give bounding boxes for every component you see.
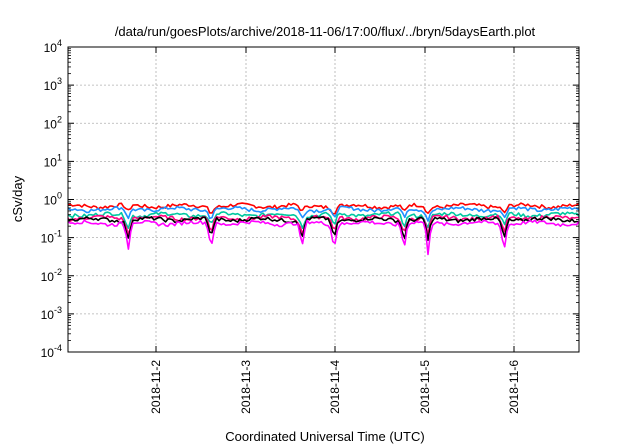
x-tick-label: 2018-11-4 (328, 360, 342, 414)
y-tick-label: 102 (44, 114, 62, 131)
series-group (67, 202, 580, 256)
series-line (67, 219, 580, 256)
grid (68, 47, 579, 352)
x-tick-label: 2018-11-3 (239, 360, 253, 414)
x-tick-label: 2018-11-6 (507, 360, 521, 414)
series-line (67, 216, 580, 241)
y-tick-label: 10-1 (41, 229, 62, 246)
series-line (67, 205, 580, 222)
y-tick-label: 103 (44, 76, 62, 93)
y-axis: 104 103 102 101 100 10-1 10-2 10-3 10-4 (41, 38, 579, 360)
y-tick-label: 104 (44, 38, 62, 55)
y-axis-label: cSv/day (10, 175, 25, 222)
y-tick-label: 10-4 (41, 343, 62, 360)
y-tick-label: 10-2 (41, 267, 62, 284)
y-tick-label: 100 (44, 191, 62, 208)
chart-title: /data/run/goesPlots/archive/2018-11-06/1… (115, 24, 536, 39)
x-tick-label: 2018-11-2 (149, 360, 163, 414)
y-tick-label: 10-3 (41, 305, 62, 322)
series-line (67, 211, 580, 229)
series-line (67, 202, 580, 215)
x-tick-label: 2018-11-5 (418, 360, 432, 414)
x-axis-label: Coordinated Universal Time (UTC) (225, 429, 424, 444)
x-axis: 2018-11-2 2018-11-3 2018-11-4 2018-11-5 2018… (149, 47, 521, 414)
y-tick-label: 101 (44, 152, 62, 169)
